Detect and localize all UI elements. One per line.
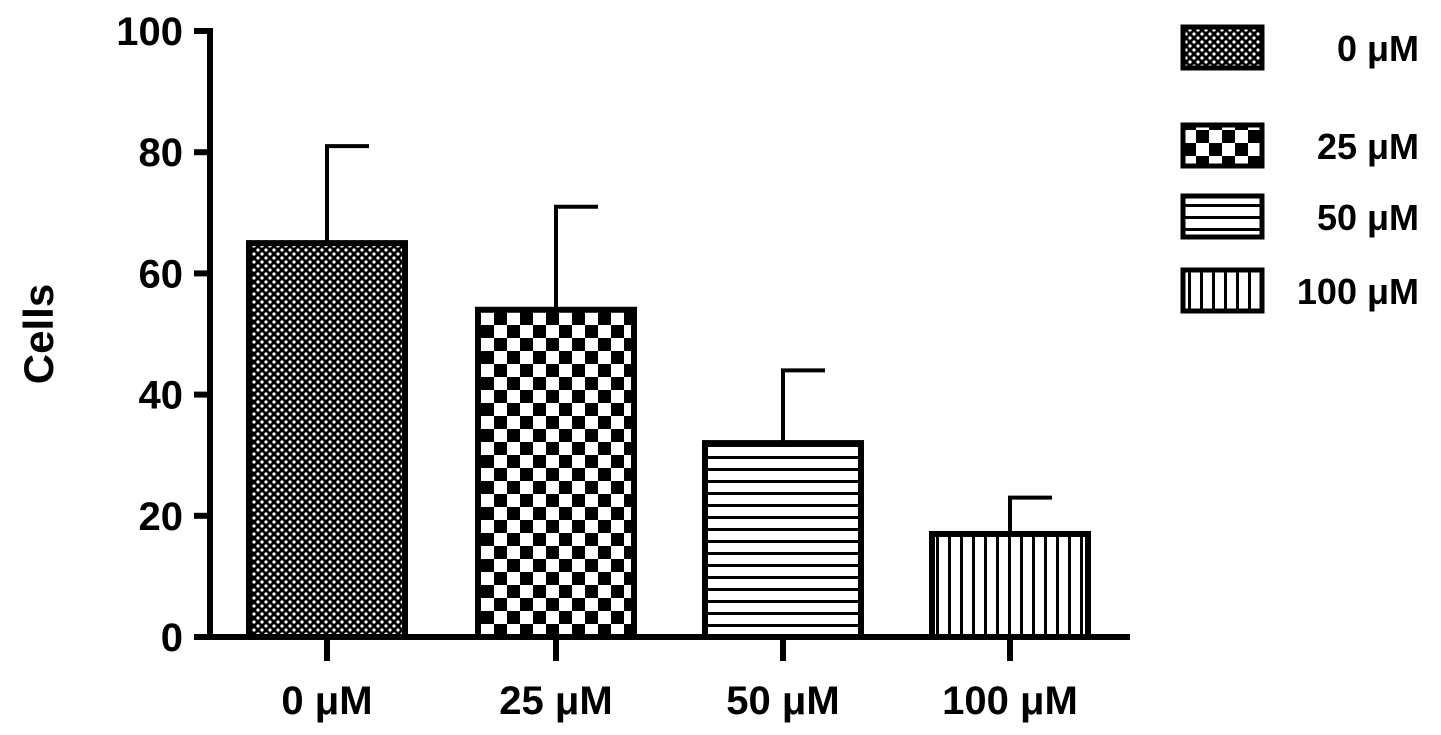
y-tick-label: 80	[139, 131, 184, 175]
bar	[475, 306, 637, 640]
y-tick-label: 100	[116, 10, 183, 54]
x-tick-label: 50 μM	[726, 679, 839, 723]
x-tick-label: 0 μM	[281, 679, 372, 723]
y-tick-label: 40	[139, 374, 184, 418]
bar	[246, 240, 408, 640]
y-axis-label: Cells	[15, 284, 62, 384]
y-tick-label: 20	[139, 495, 184, 539]
bars: 0 μM 25 μM 50 μM 100 μM	[246, 144, 1091, 723]
legend-swatch	[1180, 24, 1265, 71]
legend-swatch	[1180, 267, 1265, 314]
legend-swatch	[1180, 122, 1265, 169]
legend-label: 50 μM	[1317, 197, 1419, 238]
bar	[702, 440, 864, 640]
bar	[929, 530, 1091, 640]
legend-label: 0 μM	[1337, 28, 1419, 69]
y-tick-label: 0	[161, 616, 183, 660]
legend-label: 100 μM	[1297, 271, 1419, 312]
y-tick-label: 60	[139, 252, 184, 296]
x-tick-label: 25 μM	[499, 679, 612, 723]
legend: 0 μM 25 μM 50 μM 100 μM	[1180, 24, 1419, 314]
x-tick-label: 100 μM	[942, 679, 1078, 723]
legend-label: 25 μM	[1317, 126, 1419, 167]
legend-swatch	[1180, 193, 1265, 240]
